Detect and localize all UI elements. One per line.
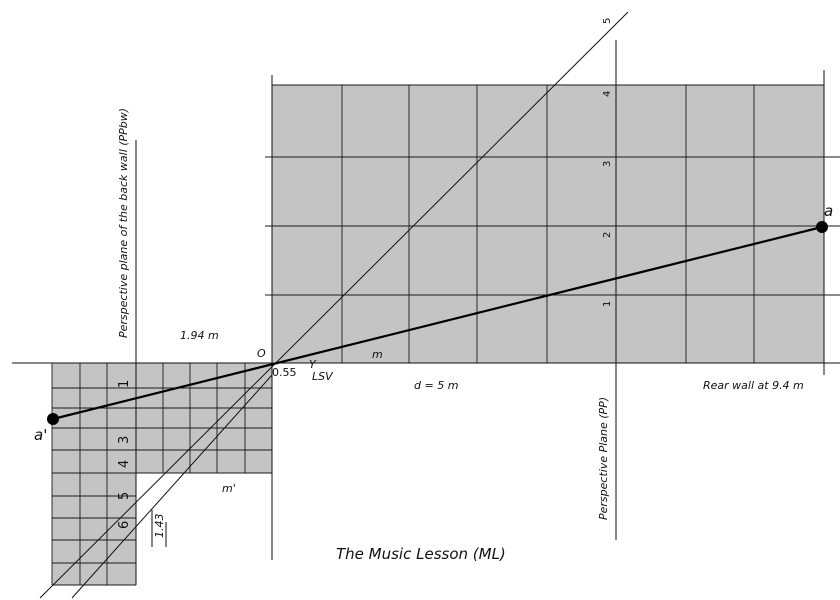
point-a-prime-label: a': [34, 426, 47, 444]
rear-wall-label: Rear wall at 9.4 m: [703, 379, 804, 392]
right-grid-shade: [272, 85, 824, 363]
right-grid-number-5: 5: [602, 18, 613, 24]
left-grid-number-6: 6: [117, 521, 132, 529]
point-a-label: a: [824, 202, 833, 220]
line-a-to-a-prime: [52, 225, 823, 421]
left-grid-number-5: 5: [117, 492, 132, 500]
right-grid-number-3: 3: [602, 161, 613, 167]
lsv-marker: Y: [309, 358, 317, 371]
diagonal-ray-main: [39, 11, 629, 599]
right-grid-number-2: 2: [602, 232, 613, 238]
origin-value-label: 0.55: [272, 366, 297, 379]
right-grid-number-1: 1: [602, 301, 613, 307]
perspective-plane-label: Perspective Plane (PP): [597, 397, 610, 520]
origin-label: O: [257, 347, 266, 360]
left-grid-lower-shade: [52, 473, 136, 585]
point-a-prime-marker: [47, 413, 59, 425]
left-grid: [51, 363, 272, 586]
point-a-marker: [816, 221, 828, 233]
diagonal-ray-parallel: [71, 374, 273, 599]
m-prime-label: m': [222, 482, 236, 495]
diagram-title: The Music Lesson (ML): [336, 545, 506, 563]
right-grid-number-4: 4: [602, 91, 613, 97]
m-label: m: [372, 348, 383, 361]
right-grid: [265, 84, 840, 363]
lsv-label: LSV: [312, 370, 334, 383]
width-label: 1.94 m: [180, 329, 219, 342]
back-wall-plane-label: Perspective plane of the back wall (PPbw…: [117, 108, 130, 338]
left-grid-upper-shade: [52, 363, 272, 473]
left-grid-number-1: 1: [117, 380, 132, 388]
left-grid-number-3: 3: [117, 436, 132, 444]
distance-label: d = 5 m: [414, 379, 458, 392]
left-grid-number-4: 4: [117, 460, 132, 468]
offset-label: 1.43: [153, 514, 166, 539]
